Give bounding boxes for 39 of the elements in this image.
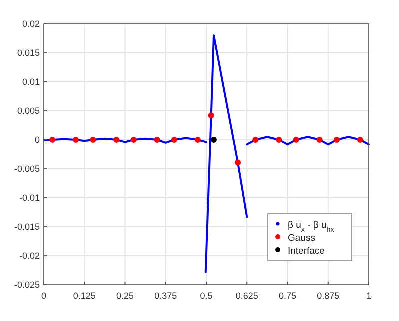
point bbox=[171, 137, 178, 143]
point bbox=[154, 137, 160, 143]
point bbox=[357, 137, 364, 143]
y-tick-label: 0.02 bbox=[22, 19, 40, 29]
x-tick-label: 0 bbox=[41, 291, 47, 301]
y-tick-label: -0.015 bbox=[14, 222, 40, 232]
x-tick-label: 1 bbox=[366, 291, 372, 301]
point bbox=[334, 137, 340, 143]
y-tick-label: 0 bbox=[34, 135, 40, 145]
legend-label: Gauss bbox=[288, 233, 316, 244]
point bbox=[293, 137, 300, 143]
point bbox=[208, 112, 214, 119]
x-tick-label: 0.875 bbox=[317, 291, 340, 301]
point bbox=[73, 137, 80, 143]
y-tick-label: 0.01 bbox=[22, 77, 40, 87]
point bbox=[210, 137, 217, 143]
y-tick-label: -0.005 bbox=[14, 164, 40, 174]
x-tick-label: 0.5 bbox=[200, 291, 213, 301]
point bbox=[114, 137, 120, 143]
y-tick-label: -0.01 bbox=[19, 193, 40, 203]
x-tick-label: 0.125 bbox=[73, 291, 96, 301]
point bbox=[276, 137, 282, 143]
y-tick-label: 0.005 bbox=[17, 106, 40, 116]
point bbox=[130, 137, 137, 143]
point bbox=[90, 137, 96, 143]
x-tick-label: 0.625 bbox=[236, 291, 258, 301]
point bbox=[252, 137, 259, 143]
point bbox=[50, 137, 56, 143]
legend-label: β u$_{x}$ - β u$_{hx}$ bbox=[288, 220, 335, 234]
y-tick-label: -0.02 bbox=[19, 251, 40, 261]
x-tick-label: 0.75 bbox=[278, 291, 297, 301]
y-tick-label: -0.025 bbox=[14, 280, 40, 290]
point bbox=[194, 137, 201, 143]
x-tick-label: 0.375 bbox=[154, 291, 178, 301]
legend-label: Interface bbox=[288, 246, 325, 257]
x-tick-label: 0.25 bbox=[116, 291, 134, 301]
y-tick-label: 0.015 bbox=[17, 48, 40, 58]
point bbox=[316, 137, 323, 143]
point bbox=[235, 160, 242, 166]
